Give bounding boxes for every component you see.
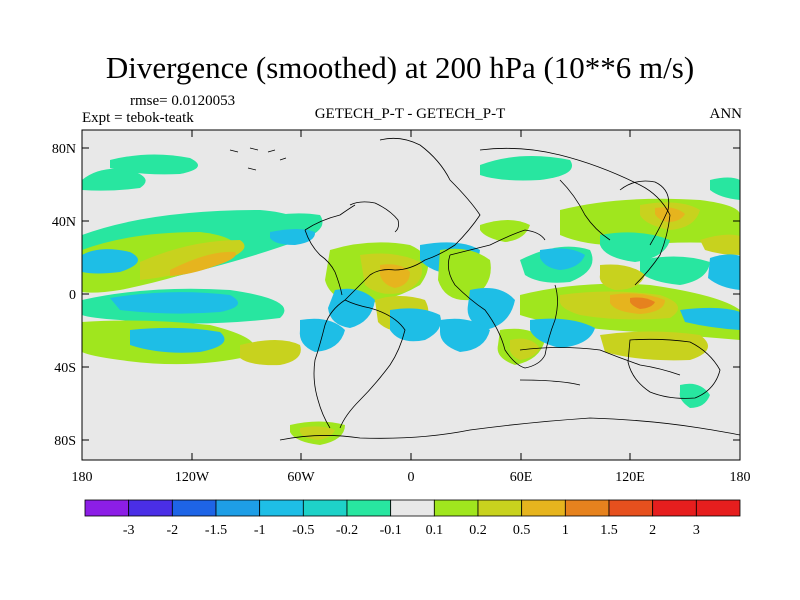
lat-tick-labels: 80N 40N 0 40S 80S xyxy=(52,142,76,449)
colorbar-swatch xyxy=(128,499,173,517)
lon-tick-label: 180 xyxy=(72,470,93,485)
coastlines xyxy=(229,137,740,441)
colorbar-swatch xyxy=(564,499,610,517)
lat-tick-label: 0 xyxy=(69,288,76,303)
experiment-comparison-label: GETECH_P-T - GETECH_P-T xyxy=(314,106,506,122)
colorbar-label: 0.5 xyxy=(513,523,531,538)
lon-tick-label: 60W xyxy=(287,470,315,485)
lon-tick-labels: 180 120W 60W 0 60E 120E 180 xyxy=(72,470,751,485)
lon-tick-label: 180 xyxy=(730,470,751,485)
colorbar-swatch xyxy=(521,499,566,517)
lon-tick-label: 120W xyxy=(175,470,210,485)
colorbar-swatch xyxy=(84,499,130,517)
colorbar-swatch xyxy=(608,499,654,517)
colorbar-swatch xyxy=(652,499,697,517)
expt-label: Expt = tebok-teatk xyxy=(82,110,194,126)
colorbar-label: -1 xyxy=(254,523,266,538)
colorbar-label: -0.5 xyxy=(292,523,314,538)
lat-tick-label: 80N xyxy=(52,142,76,157)
colorbar-swatch xyxy=(695,499,741,517)
lon-tick-label: 60E xyxy=(510,470,533,485)
colorbar-swatch xyxy=(171,499,217,517)
rmse-label: rmse= 0.0120053 xyxy=(130,93,236,109)
colorbar-label: 0.2 xyxy=(469,523,487,538)
colorbar-label: 0.1 xyxy=(426,523,444,538)
colorbar-swatch xyxy=(215,499,261,517)
colorbar-label: -3 xyxy=(123,523,135,538)
lat-tick-label: 40S xyxy=(54,361,76,376)
colorbar-swatch xyxy=(346,499,392,517)
colorbar-labels: -3 -2 -1.5 -1 -0.5 -0.2 -0.1 0.1 0.2 0.5 1 1.5 2 3 xyxy=(123,523,700,538)
lon-tick-label: 0 xyxy=(408,470,415,485)
colorbar-label: -2 xyxy=(166,523,178,538)
lon-ticks xyxy=(191,130,631,460)
chart-title: Divergence (smoothed) at 200 hPa (10**6 … xyxy=(105,50,695,85)
colorbar-swatch xyxy=(259,499,304,517)
colorbar xyxy=(84,499,741,517)
lat-tick-label: 40N xyxy=(52,215,76,230)
colorbar-swatch xyxy=(477,499,523,517)
colorbar-label: -1.5 xyxy=(205,523,227,538)
colorbar-swatch xyxy=(433,499,479,517)
colorbar-label: -0.2 xyxy=(336,523,358,538)
colorbar-label: -0.1 xyxy=(380,523,402,538)
lon-tick-label: 120E xyxy=(615,470,645,485)
colorbar-label: 2 xyxy=(649,523,656,538)
season-label: ANN xyxy=(709,106,743,122)
lat-tick-label: 80S xyxy=(54,434,76,449)
colorbar-label: 3 xyxy=(693,523,700,538)
colorbar-swatch xyxy=(390,499,435,517)
lat-ticks xyxy=(82,147,740,441)
colorbar-label: 1 xyxy=(562,523,569,538)
colorbar-label: 1.5 xyxy=(600,523,618,538)
colorbar-swatch xyxy=(302,499,348,517)
